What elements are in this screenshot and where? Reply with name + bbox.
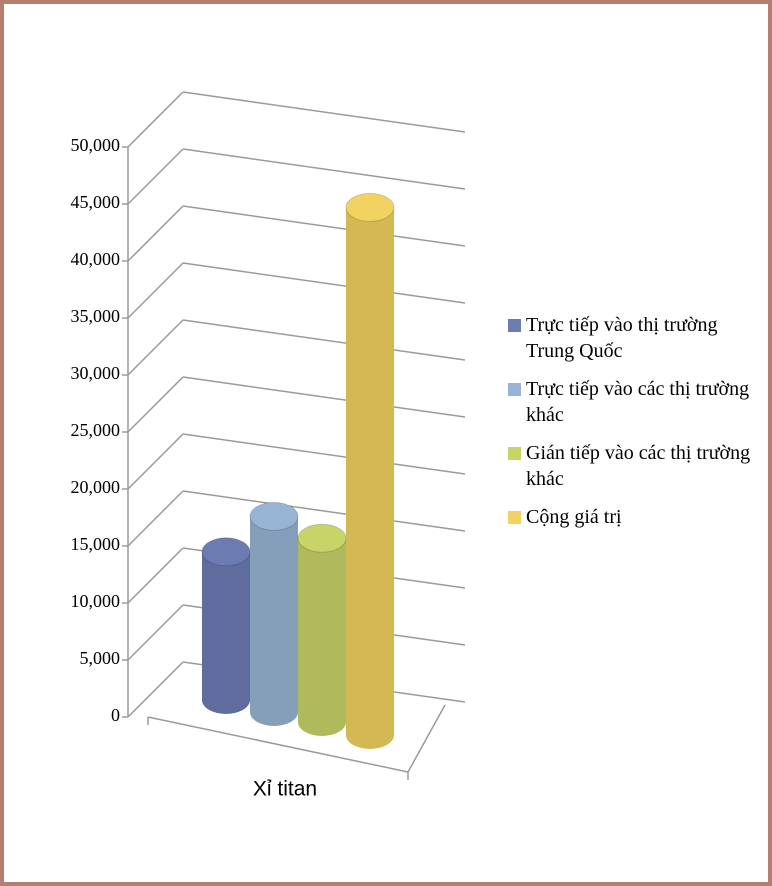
cylinder-shade [250, 516, 298, 726]
y-tick-label: 15,000 [71, 534, 121, 554]
grid-line [127, 490, 184, 547]
x-tick-label: Xỉ titan [253, 778, 317, 801]
y-tick-label: 35,000 [71, 306, 121, 326]
grid-line [182, 319, 466, 361]
grid-line [182, 262, 466, 304]
grid-line [182, 376, 466, 418]
y-tick-label: 25,000 [71, 420, 121, 440]
cylinder-body [346, 207, 394, 749]
grid-line [182, 148, 466, 190]
grid-line [127, 547, 184, 604]
grid-line [127, 376, 184, 433]
cylinder [201, 537, 251, 714]
y-tick-label: 0 [111, 705, 120, 725]
legend-item: Cộng giá trị [508, 504, 766, 530]
legend-item: Trực tiếp vào các thị trường khác [508, 376, 766, 428]
legend-swatch [508, 383, 521, 396]
cylinder [345, 192, 395, 749]
legend-swatch [508, 447, 521, 460]
legend-label: Trực tiếp vào thị trường Trung Quốc [526, 314, 718, 362]
cylinder-top [345, 192, 395, 222]
grid-line [127, 319, 184, 376]
cylinder-top [201, 537, 251, 567]
legend-label: Cộng giá trị [526, 506, 622, 528]
legend-item: Trực tiếp vào thị trường Trung Quốc [508, 312, 766, 364]
cylinder-shade [202, 551, 250, 714]
grid-line [127, 661, 184, 718]
grid-line [127, 148, 184, 205]
legend-label: Gián tiếp vào các thị trường khác [526, 442, 751, 490]
legend-swatch [508, 511, 521, 524]
grid-line [127, 262, 184, 319]
grid-line [127, 91, 184, 148]
y-tick-label: 30,000 [71, 363, 121, 383]
legend-item: Gián tiếp vào các thị trường khác [508, 440, 766, 492]
legend: Trực tiếp vào thị trường Trung Quốc Trực … [508, 312, 766, 542]
cylinder-body [250, 516, 298, 726]
cylinder-shade [346, 207, 394, 749]
grid-line [127, 433, 184, 490]
cylinder [249, 501, 299, 726]
y-tick-label: 40,000 [71, 249, 121, 269]
y-tick-label: 20,000 [71, 477, 121, 497]
grid-line [182, 205, 466, 247]
grid-line [182, 490, 466, 532]
grid-line [182, 433, 466, 475]
cylinder-shade [298, 538, 346, 736]
legend-swatch [508, 319, 521, 332]
cylinder [297, 523, 347, 736]
cylinder-body [202, 551, 250, 714]
y-tick-label: 50,000 [71, 135, 121, 155]
legend-label: Trực tiếp vào các thị trường khác [526, 378, 750, 426]
y-tick-label: 10,000 [71, 591, 121, 611]
cylinder-top [297, 523, 347, 553]
y-tick-label: 5,000 [80, 648, 121, 668]
grid-line [182, 91, 466, 133]
cylinder-body [298, 538, 346, 736]
cylinder-top [249, 501, 299, 531]
grid-line [127, 205, 184, 262]
grid-line [127, 604, 184, 661]
y-tick-label: 45,000 [71, 192, 121, 212]
